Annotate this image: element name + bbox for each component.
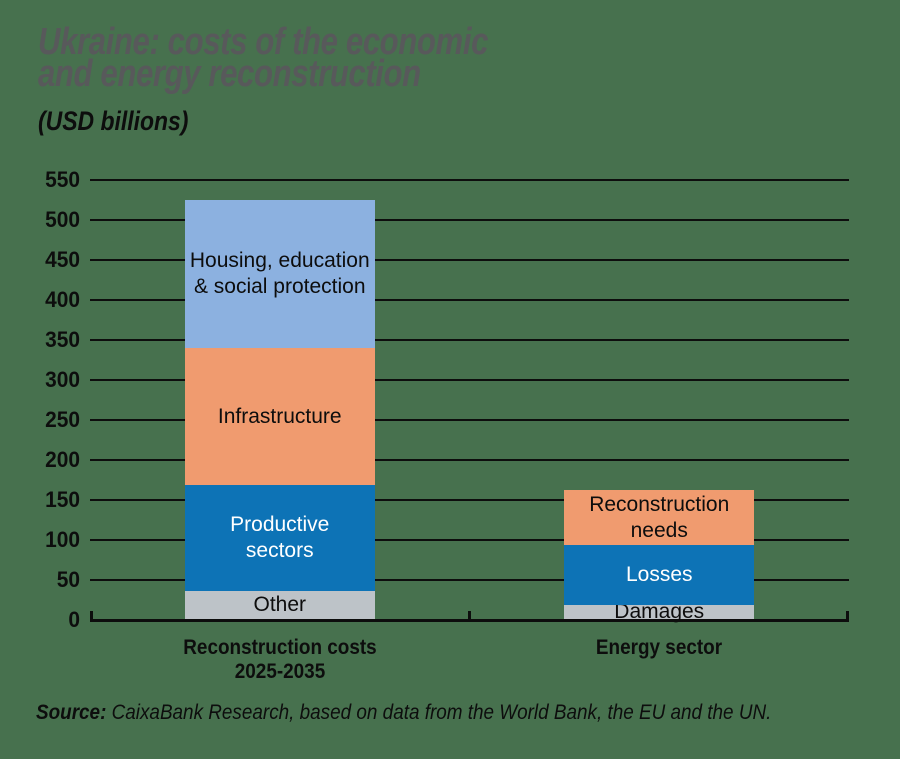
x-axis-tick-0 (90, 611, 93, 620)
y-tick-label-400: 400 (45, 287, 80, 312)
gridline-250 (90, 419, 849, 421)
bar-segment-infrastructure: Infrastructure (184, 347, 375, 486)
y-tick-label-250: 250 (45, 407, 80, 432)
segment-label-productive-sectors: Productive sectors (230, 513, 330, 563)
bar-segment-productive-sectors: Productive sectors (184, 485, 375, 591)
chart-title: Ukraine: costs of the economic and energ… (38, 21, 489, 95)
source-note: Source: CaixaBank Research, based on dat… (36, 701, 771, 725)
bar-reconstruction-costs-2025-2035: Other Productive sectors Infrastructure Hous… (184, 199, 375, 619)
y-axis-labels: 0 50 100 150 200 250 300 350 400 450 500 550 (6, 167, 80, 632)
bar-segment-reconstruction-needs: Reconstruction needs (564, 490, 755, 546)
category-label-energy-sector: Energy sector (596, 635, 723, 659)
segment-label-losses: Losses (625, 563, 693, 587)
y-tick-label-450: 450 (45, 247, 80, 272)
y-tick-label-300: 300 (45, 367, 80, 392)
gridline-200 (90, 459, 849, 461)
chart-title-line2: and energy reconstruction (38, 53, 421, 95)
gridline-550 (90, 179, 849, 181)
bar-segment-other: Other (184, 591, 375, 619)
plot-area: Other Productive sectors Infrastructure Hous… (90, 179, 849, 683)
gridline-100 (90, 539, 849, 541)
segment-label-other: Other (253, 593, 307, 616)
chart-unit-label: (USD billions) (38, 106, 189, 136)
y-tick-label-350: 350 (45, 327, 80, 352)
segment-label-infrastructure: Infrastructure (217, 404, 342, 428)
gridline-300 (90, 379, 849, 381)
y-tick-label-100: 100 (45, 527, 80, 552)
y-tick-label-0: 0 (68, 607, 80, 632)
gridline-150 (90, 499, 849, 501)
y-tick-label-150: 150 (45, 487, 80, 512)
segment-label-damages: Damages (614, 599, 705, 623)
bar-segment-losses: Losses (564, 545, 755, 605)
category-label-reconstruction-costs-2025-2035: Reconstruction costs 2025-2035 (183, 635, 377, 683)
gridline-400 (90, 299, 849, 301)
bar-energy-sector: Damages Losses Reconstruction needs (564, 490, 755, 623)
y-tick-label-550: 550 (45, 167, 80, 192)
x-axis-tick-2 (846, 611, 849, 620)
y-tick-label-200: 200 (45, 447, 80, 472)
gridline-350 (90, 339, 849, 341)
gridline-50 (90, 579, 849, 581)
bar-segment-damages: Damages (564, 600, 755, 623)
x-axis-line (90, 619, 849, 622)
y-tick-label-50: 50 (56, 567, 80, 592)
gridline-500 (90, 219, 849, 221)
segment-label-reconstruction-needs: Reconstruction needs (589, 492, 730, 542)
source-label: Source: (36, 701, 107, 724)
source-text: CaixaBank Research, based on data from t… (106, 701, 772, 724)
segment-label-housing-education-social-protection: Housing, education & social protection (189, 248, 370, 298)
y-tick-label-500: 500 (45, 207, 80, 232)
chart-title-line1: Ukraine: costs of the economic (38, 21, 489, 63)
gridline-450 (90, 259, 849, 261)
bar-segment-housing-education-social-protection: Housing, education & social protection (184, 199, 375, 348)
x-axis-tick-1 (468, 611, 471, 620)
